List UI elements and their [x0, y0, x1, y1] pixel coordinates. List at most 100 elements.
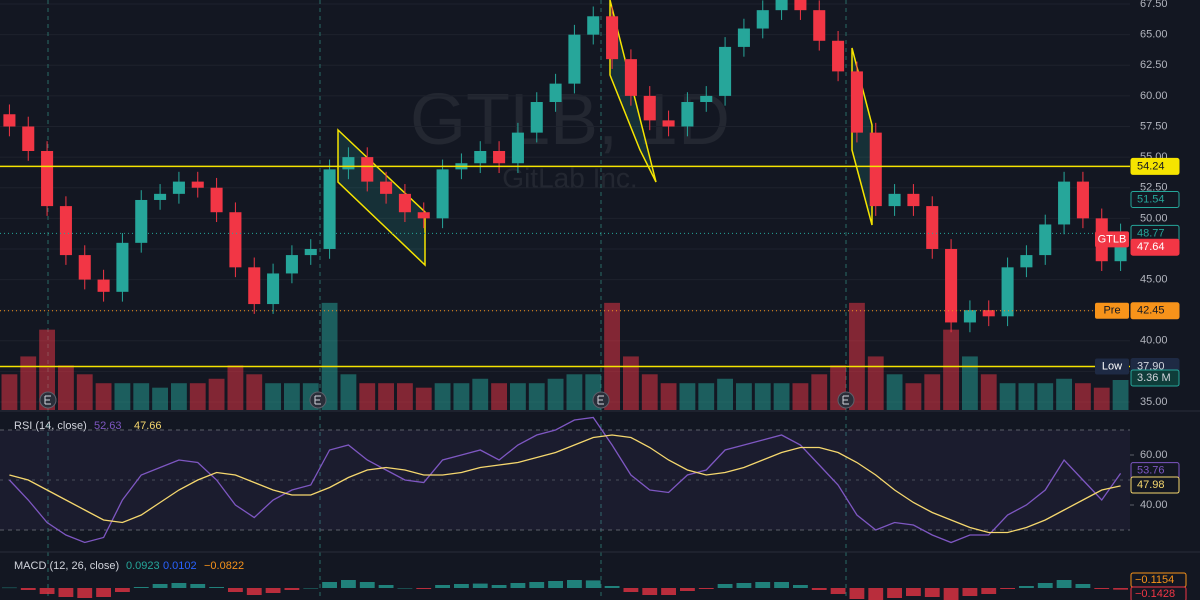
- macd-bar: [887, 588, 902, 598]
- volume-bar: [152, 387, 168, 410]
- macd-bar: [548, 581, 563, 588]
- candle-body: [22, 126, 35, 151]
- volume-bar: [472, 378, 489, 410]
- macd-bar: [435, 585, 450, 588]
- macd-bar: [472, 583, 488, 588]
- candle-body: [436, 169, 449, 219]
- macd-bar: [1113, 588, 1128, 590]
- candle-body: [210, 187, 223, 213]
- candle-body: [1020, 255, 1033, 268]
- macd-bar: [906, 588, 921, 596]
- volume-bar: [453, 383, 470, 410]
- candle-body: [323, 169, 336, 249]
- macd-bar: [567, 580, 582, 588]
- candle-body: [794, 0, 807, 11]
- candle-body: [304, 248, 317, 256]
- legends: RSI (14, close) 52.63 47.66 MACD (12, 26, …: [14, 420, 244, 572]
- candle-body: [737, 28, 750, 47]
- volume-bar: [1018, 383, 1035, 410]
- volume-bar: [491, 383, 507, 410]
- macd-bar: [755, 582, 771, 588]
- candle-body: [116, 242, 129, 292]
- symbol-tag: [1095, 302, 1129, 319]
- macd-bar: [1056, 580, 1072, 588]
- macd-bar: [303, 588, 319, 589]
- candle-body: [474, 150, 487, 164]
- macd-bar: [284, 588, 300, 590]
- macd-bar: [1075, 584, 1091, 588]
- rsi-line: [9, 434, 1121, 534]
- macd-bar: [115, 588, 130, 592]
- y-tick-label: 60.00: [1140, 449, 1168, 461]
- volume-bar: [547, 378, 564, 410]
- y-tick-label: 40.00: [1140, 335, 1168, 347]
- candle-body: [963, 310, 976, 323]
- candle-body: [398, 193, 411, 213]
- candle-body: [587, 16, 600, 35]
- volume-bar: [867, 356, 884, 410]
- macd-bar: [1037, 583, 1053, 588]
- candle-body: [888, 193, 901, 207]
- rsi-line: [8, 416, 1122, 544]
- candle-body: [1001, 267, 1014, 317]
- candle-body: [285, 255, 298, 274]
- volume-bar: [698, 383, 715, 410]
- volume-bar: [378, 383, 394, 410]
- macd-bar: [359, 582, 375, 588]
- macd-bar: [642, 588, 658, 595]
- volume-bar: [284, 383, 300, 410]
- macd-bar: [962, 588, 978, 596]
- volume-bar: [604, 302, 620, 410]
- candle-body: [3, 114, 16, 127]
- volume-bar: [1075, 383, 1091, 410]
- macd-bar: [793, 585, 808, 588]
- candle-body: [850, 71, 863, 133]
- volume-bar: [962, 356, 978, 410]
- candle-body: [172, 181, 185, 194]
- candle-body: [41, 150, 54, 207]
- y-tick-label: 50.00: [1140, 212, 1168, 224]
- grid: [0, 3, 1130, 403]
- volume-bar: [999, 383, 1016, 410]
- volume-bar: [679, 383, 696, 410]
- candle-body: [945, 248, 958, 323]
- volume-tag-label: 3.36 M: [1137, 372, 1171, 384]
- volume-bar: [641, 374, 658, 410]
- volume-bar: [246, 374, 263, 410]
- volume-bar: [1, 374, 18, 410]
- macd-bar: [341, 580, 356, 588]
- volume-bar: [943, 329, 959, 410]
- candle-body: [624, 59, 637, 96]
- macd-bar: [736, 583, 752, 588]
- macd-bar: [604, 586, 620, 588]
- candle-body: [191, 181, 204, 188]
- candles: [3, 0, 1127, 333]
- y-tick-label: 35.00: [1140, 396, 1168, 408]
- macd-bar: [661, 588, 676, 595]
- channel: [337, 128, 426, 267]
- macd-bar: [868, 588, 884, 600]
- indicator-tag-label: −0.1428: [1135, 588, 1175, 600]
- price-lines: [0, 165, 1130, 368]
- volume-bar: [736, 383, 752, 410]
- price-tag-label: 37.90: [1137, 360, 1165, 372]
- earnings-icon: [309, 391, 327, 409]
- macd-bar: [96, 588, 111, 597]
- symbol-tag: [1095, 358, 1129, 375]
- macd-bar: [529, 582, 545, 588]
- macd: [2, 580, 1128, 600]
- candle-body: [832, 40, 845, 72]
- earnings-icons: [39, 391, 855, 409]
- price-tag: [1130, 190, 1180, 208]
- y-tick-label: 40.00: [1140, 499, 1168, 511]
- volume-bar: [924, 374, 941, 410]
- candle-body: [869, 132, 882, 207]
- legend-value: 0.0102: [163, 560, 197, 572]
- volume-bar: [359, 383, 376, 410]
- macd-bar: [416, 588, 432, 589]
- volume-bar: [1056, 378, 1072, 410]
- volume-bar: [321, 302, 338, 410]
- y-tick-label: 57.50: [1140, 120, 1168, 132]
- candle-body: [342, 157, 355, 170]
